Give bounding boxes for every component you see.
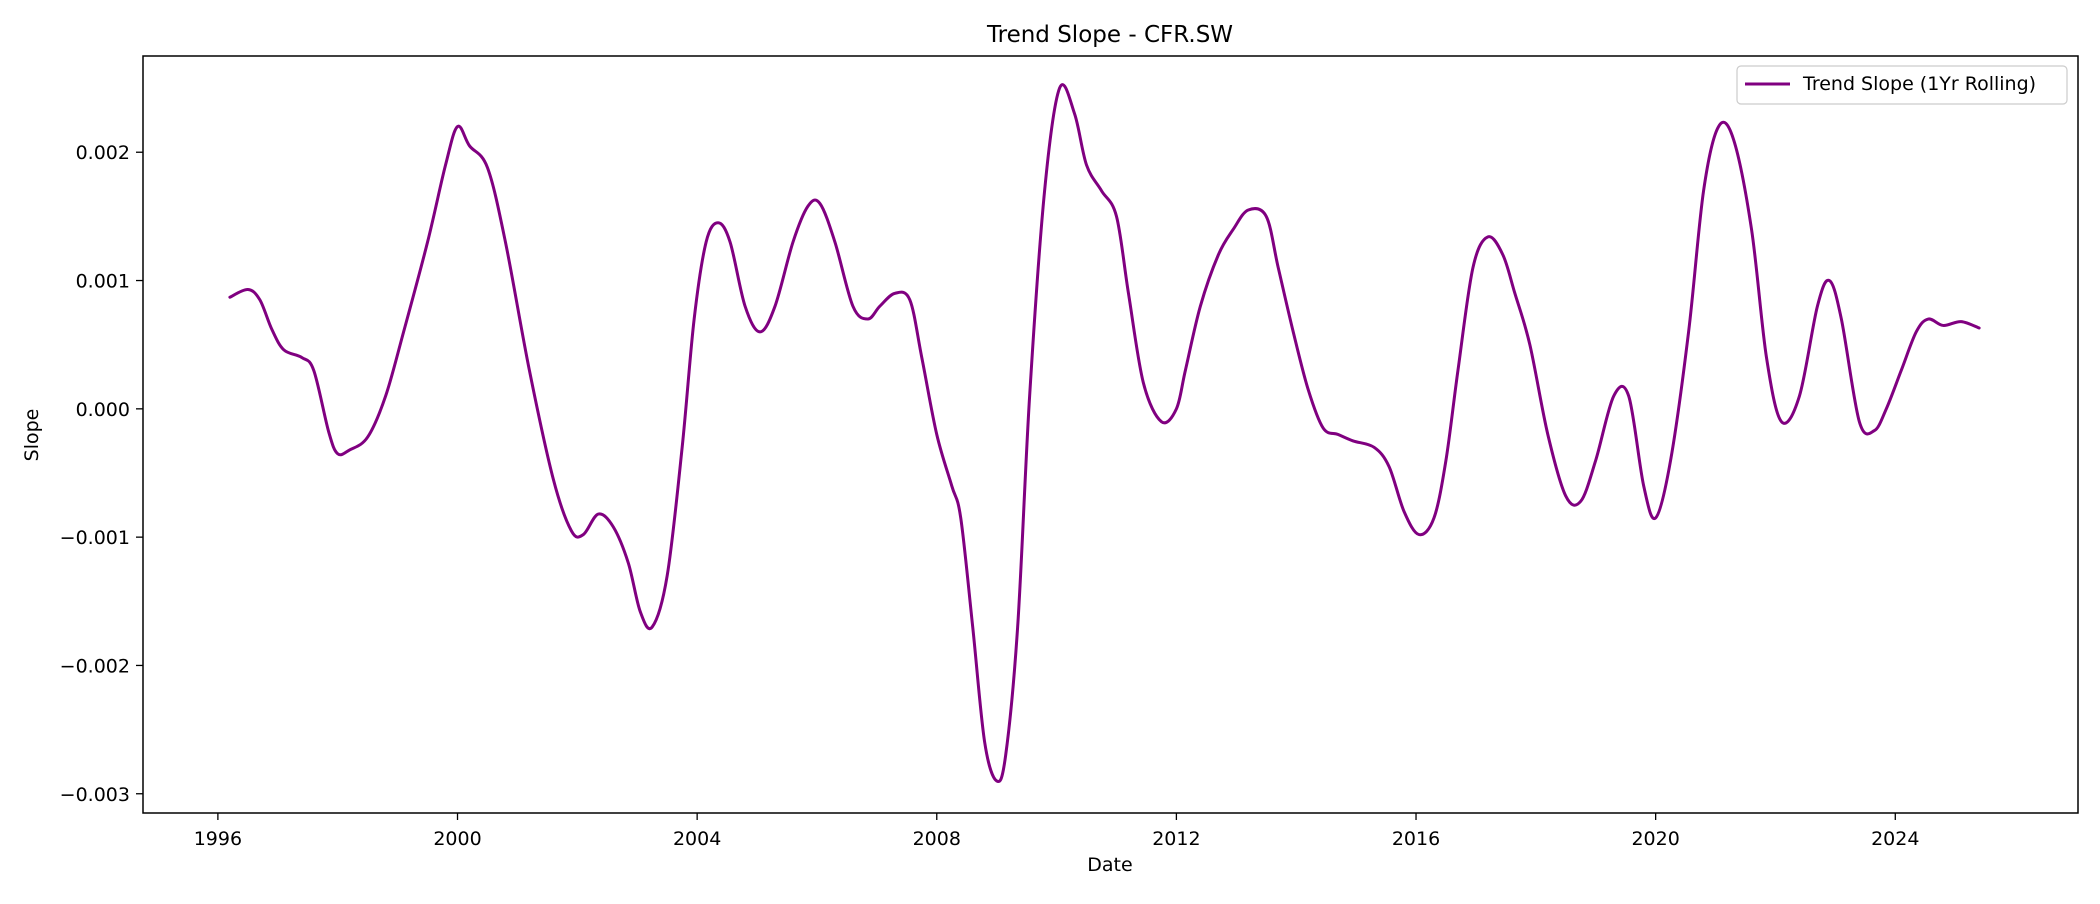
y-tick-label: 0.001	[76, 271, 130, 293]
plot-frame	[142, 55, 2079, 814]
y-tick-label: 0.000	[76, 399, 130, 421]
x-tick-label: 2008	[913, 828, 961, 850]
y-axis-label: Slope	[21, 409, 43, 462]
x-tick-label: 2024	[1871, 828, 1919, 850]
x-tick-label: 2004	[673, 828, 721, 850]
y-tick-label: −0.003	[60, 784, 130, 806]
y-tick-label: −0.002	[60, 655, 130, 677]
x-tick-label: 2016	[1392, 828, 1440, 850]
series-line-trend-slope	[228, 83, 1981, 783]
chart-title: Trend Slope - CFR.SW	[986, 22, 1233, 48]
x-tick-label: 1996	[194, 828, 242, 850]
plot-area: 1996 2000 2004 2008 2012 2016 2020 2024 0.0020.…	[60, 55, 2079, 850]
x-axis-label: Date	[1087, 854, 1132, 876]
legend: Trend Slope (1Yr Rolling)	[1736, 65, 2068, 105]
x-tick-label: 2000	[433, 828, 481, 850]
x-tick-label: 2012	[1152, 828, 1200, 850]
y-tick-label: 0.002	[76, 142, 130, 164]
y-tick-label: −0.001	[60, 527, 130, 549]
x-axis: 1996 2000 2004 2008 2012 2016 2020 2024	[194, 813, 1919, 850]
legend-box	[1736, 65, 2068, 105]
y-axis: 0.002 0.001 0.000 −0.001 −0.002 −0.003	[60, 142, 143, 806]
x-tick-label: 2020	[1631, 828, 1679, 850]
legend-label: Trend Slope (1Yr Rolling)	[1802, 73, 2036, 95]
series-layer	[228, 83, 1981, 783]
